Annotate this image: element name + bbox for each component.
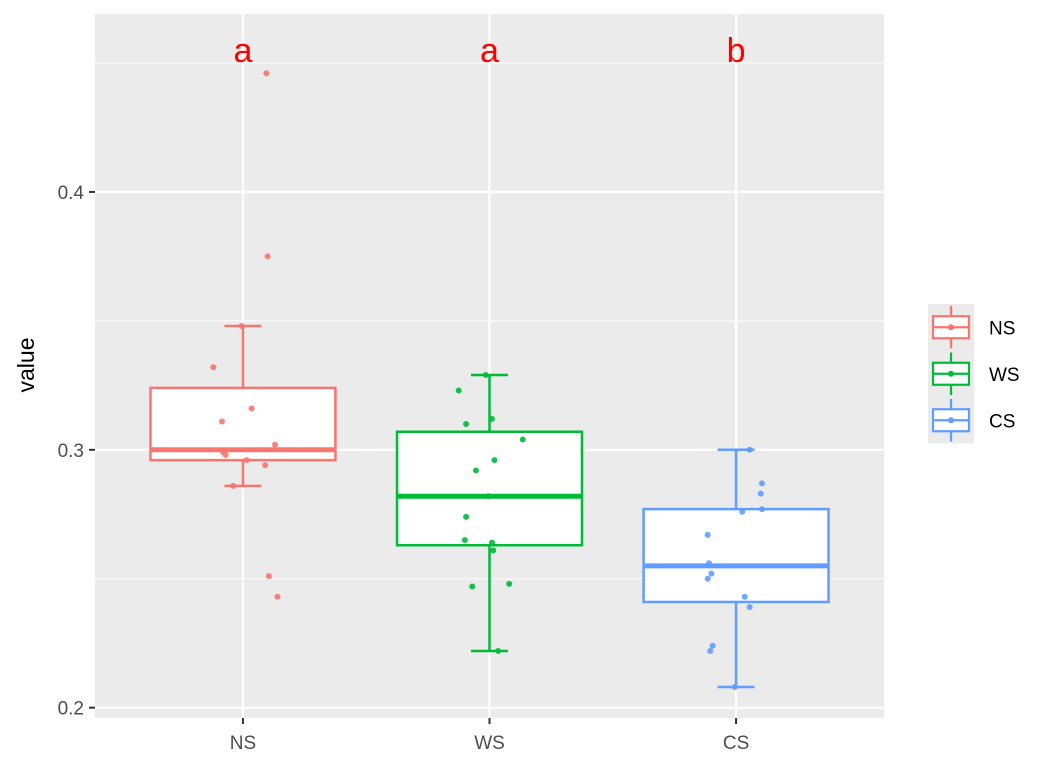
legend-key-point — [948, 370, 954, 377]
significance-letter: a — [233, 32, 252, 70]
data-point-ns — [210, 364, 217, 371]
data-point-ws — [506, 580, 513, 587]
boxplot-ws — [395, 373, 584, 653]
data-point-ns — [248, 405, 255, 412]
data-point-cs — [704, 575, 711, 582]
data-point-ns — [238, 323, 245, 330]
x-tick-label: NS — [230, 733, 256, 754]
significance-letter: a — [480, 32, 499, 70]
boxplot-ns — [149, 324, 337, 488]
significance-letter: b — [727, 32, 746, 70]
data-point-ws — [455, 387, 462, 394]
legend-label: NS — [989, 318, 1015, 339]
data-point-ns — [243, 457, 250, 464]
legend: NS WS CS — [928, 304, 1020, 444]
data-point-ws — [482, 372, 489, 379]
legend-label: CS — [989, 411, 1015, 432]
data-point-cs — [731, 684, 738, 691]
data-point-cs — [741, 593, 748, 600]
legend-item-cs: CS — [931, 399, 1015, 442]
data-point-ws — [519, 436, 526, 443]
data-point-cs — [704, 531, 711, 538]
data-point-ws — [463, 513, 470, 520]
x-tick-label: CS — [723, 733, 749, 754]
data-point-ws — [491, 457, 498, 464]
data-point-cs — [708, 570, 715, 577]
data-point-ws — [495, 647, 502, 654]
data-point-ns — [274, 593, 281, 600]
legend-item-ws: WS — [931, 352, 1020, 395]
data-point-cs — [707, 647, 714, 654]
data-point-ns — [263, 70, 270, 77]
data-point-ns — [262, 462, 269, 469]
data-point-cs — [746, 604, 753, 611]
box — [395, 430, 584, 547]
y-axis: 0.2 0.3 0.4 — [58, 183, 95, 720]
data-point-ws — [469, 583, 476, 590]
y-tick-label: 0.4 — [58, 183, 85, 204]
boxplots — [149, 324, 830, 689]
x-tick-label: WS — [474, 733, 505, 754]
data-point-ns — [218, 418, 225, 425]
y-tick-label: 0.2 — [58, 699, 84, 720]
data-point-ws — [488, 539, 495, 546]
data-point-ws — [488, 415, 495, 422]
data-point-ws — [461, 537, 468, 544]
data-point-cs — [746, 446, 753, 453]
data-point-ws — [485, 493, 492, 500]
data-point-ns — [264, 253, 271, 260]
box — [642, 507, 830, 604]
data-point-cs — [757, 490, 764, 497]
data-point-ws — [490, 547, 497, 554]
x-axis: NS WS CS — [230, 718, 749, 754]
legend-key-point — [948, 417, 954, 424]
data-point-ns — [271, 441, 278, 448]
boxplot-cs — [642, 448, 830, 689]
y-tick-label: 0.3 — [58, 441, 84, 462]
data-point-cs — [739, 508, 746, 515]
data-point-cs — [709, 642, 716, 649]
legend-item-ns: NS — [931, 306, 1015, 349]
legend-label: WS — [989, 365, 1020, 386]
legend-key-point — [948, 324, 954, 331]
y-axis-title: value — [13, 338, 39, 393]
data-point-ns — [230, 482, 237, 489]
data-point-cs — [705, 560, 712, 567]
jitter-points — [210, 70, 765, 691]
data-point-cs — [758, 506, 765, 513]
data-point-cs — [758, 480, 765, 487]
data-point-ws — [472, 467, 479, 474]
data-point-ns — [222, 451, 229, 458]
data-point-ns — [265, 573, 272, 580]
data-point-ws — [463, 421, 470, 428]
